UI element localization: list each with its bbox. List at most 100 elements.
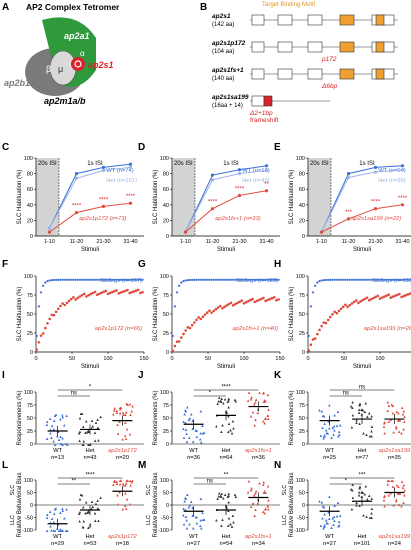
y-tick-label: 40	[299, 203, 305, 209]
data-point	[74, 211, 79, 215]
y-tick-label: 100	[296, 478, 305, 484]
sig-label: ****	[221, 385, 231, 391]
data-point: ▴	[119, 478, 122, 484]
mutant-point	[337, 309, 341, 313]
data-point: ▴	[333, 518, 336, 524]
group-n: n=25	[323, 455, 336, 461]
data-point: ▴	[320, 433, 323, 439]
data-point: ▴	[49, 416, 52, 422]
data-point: ▴	[123, 412, 126, 418]
gene-annotation-2: frameshift	[250, 117, 279, 124]
data-point: ▴	[186, 439, 189, 445]
sig-label: ns	[71, 391, 77, 397]
data-point: ▴	[113, 478, 116, 484]
data-point: ▴	[397, 484, 400, 490]
data-point: ▴	[333, 514, 336, 520]
series-line	[321, 204, 403, 233]
data-point: ▴	[87, 525, 90, 531]
mutant-point	[318, 328, 321, 332]
mutant-point	[380, 296, 384, 299]
data-point: ▴	[53, 519, 56, 525]
series-label: ap2s1fs+1 (n=33)	[215, 216, 261, 222]
y-tick-label: 100	[160, 156, 169, 162]
y-tick-label: 0	[302, 442, 305, 448]
y-tick-label: 40	[163, 203, 169, 209]
siblings-point	[173, 305, 176, 308]
y-tick-label: 50	[299, 312, 305, 318]
data-point: ▴	[267, 416, 270, 422]
exon	[339, 68, 355, 80]
siblings-point	[52, 278, 56, 282]
mutant-point	[352, 300, 356, 304]
group-label: Het	[85, 534, 94, 540]
data-point: ▴	[323, 512, 326, 518]
siblings-point	[363, 278, 366, 281]
data-point: ▴	[192, 525, 195, 531]
group-n: n=35	[388, 455, 401, 461]
mutant-point	[106, 292, 110, 296]
data-point: ▴	[59, 510, 62, 516]
series-label: ap2s1p172 (n=73)	[79, 216, 126, 222]
data-point: ▴	[320, 523, 323, 529]
siblings-point	[89, 278, 92, 281]
panel-letter-i: I	[2, 370, 5, 381]
data-point: ▴	[383, 494, 386, 500]
data-point: ▴	[61, 528, 64, 534]
data-point	[47, 230, 52, 234]
y-tick-label: 0	[30, 350, 33, 356]
group-label: Het	[85, 448, 94, 454]
data-point: ▴	[360, 407, 363, 413]
data-point: ▴	[351, 399, 354, 405]
data-point: ▴	[61, 506, 64, 512]
data-point: ▴	[232, 513, 235, 519]
data-point: ▴	[82, 505, 85, 511]
mutant-point	[208, 309, 211, 312]
siblings-point	[378, 278, 382, 281]
data-point	[210, 207, 215, 211]
data-point: ▴	[364, 492, 367, 498]
y-tick-label: 50	[27, 312, 33, 318]
isi-20-label: 20s ISI	[310, 161, 329, 167]
sig-label: **	[224, 473, 229, 479]
siblings-point	[87, 278, 90, 281]
siblings-label: Siblings (n=123)	[236, 278, 278, 284]
data-point: ▴	[337, 500, 340, 506]
y-tick-label: 0	[166, 442, 169, 448]
data-point: ▴	[358, 485, 361, 491]
data-point: ▴	[78, 438, 81, 444]
data-point: ▴	[227, 523, 230, 529]
mutant-point	[141, 290, 144, 294]
siblings-point	[85, 278, 88, 281]
mutant-point	[259, 297, 263, 301]
y-tick-label: 100	[24, 274, 33, 280]
mutant-point	[190, 323, 194, 327]
data-point: ▴	[234, 492, 237, 498]
data-point: ▴	[350, 486, 353, 492]
bottom-label: ap2m1a/b	[44, 96, 86, 106]
data-point: ▴	[322, 526, 325, 532]
mutant-point	[309, 343, 313, 347]
siblings-point	[346, 278, 349, 281]
data-point: ▴	[63, 515, 66, 521]
siblings-point	[365, 278, 369, 281]
siblings-point	[206, 278, 209, 281]
data-point: ▴	[250, 394, 253, 400]
data-point: ▴	[218, 398, 221, 404]
siblings-point	[344, 278, 347, 281]
y-tick-label: -100	[294, 528, 305, 534]
data-point: ▴	[403, 419, 406, 425]
exon	[307, 14, 323, 26]
data-point: ▴	[234, 494, 237, 500]
siblings-point	[201, 278, 205, 281]
data-point: ▴	[86, 430, 89, 436]
x-tick-label: 21-30	[368, 239, 382, 245]
mutant-point	[117, 292, 121, 295]
data-point	[264, 189, 269, 193]
y-axis-label: SLC Habituation (%)	[153, 170, 159, 225]
data-point: ▴	[267, 503, 270, 509]
data-point: ▴	[397, 418, 400, 424]
data-point: ▴	[49, 427, 52, 433]
sig-label: ns	[343, 391, 349, 397]
series-line	[185, 165, 267, 233]
mutant-point	[91, 291, 95, 295]
